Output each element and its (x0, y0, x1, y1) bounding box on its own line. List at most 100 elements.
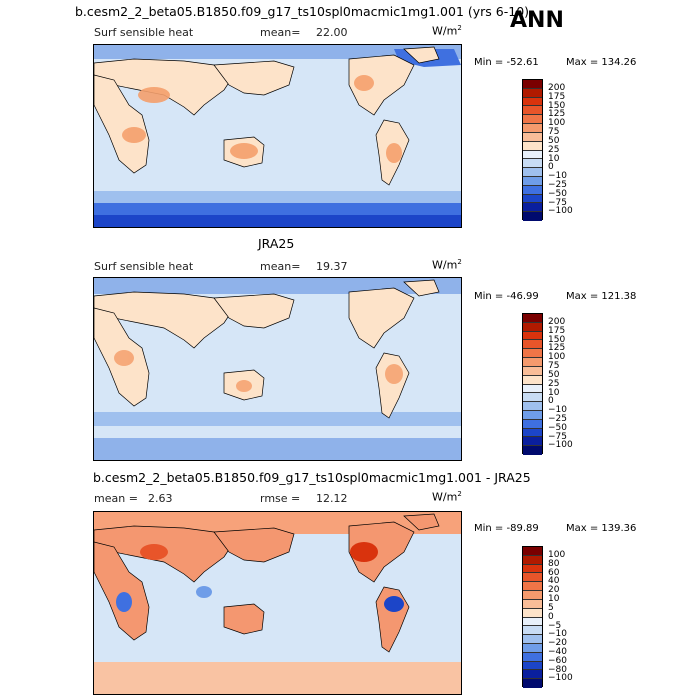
colorbar-swatch (523, 322, 542, 332)
colorbar-swatch (523, 88, 542, 98)
colorbar-label: 75 (548, 361, 560, 372)
colorbar-label: 150 (548, 100, 566, 111)
colorbar-swatch (523, 115, 542, 125)
greenland (403, 513, 440, 531)
colorbar-swatch (523, 402, 542, 411)
panel-3-mean-value: 2.63 (148, 492, 173, 505)
colorbar-swatch (523, 124, 542, 133)
colorbar-label: −100 (548, 440, 573, 451)
greenland (403, 46, 440, 64)
panel-1-colorbar (522, 79, 543, 221)
colorbar-swatch (523, 194, 542, 204)
colorbar-label: 100 (548, 118, 566, 129)
warm-patches (122, 75, 402, 163)
colorbar-swatch (523, 635, 542, 644)
panel-2-map (93, 277, 462, 461)
colorbar-label: 100 (548, 550, 566, 560)
eurasia-west (94, 291, 235, 349)
colorbar-label: 150 (548, 334, 566, 345)
warm-patches (114, 350, 403, 392)
panel-3-rmse-value: 12.12 (316, 492, 348, 505)
panel-3-mean-label: mean = (94, 492, 138, 505)
colorbar-label: −100 (548, 673, 573, 684)
season-label: ANN (510, 8, 564, 33)
colorbar-swatch (523, 366, 542, 376)
panel-2-min: Min = -46.99 (474, 291, 539, 302)
colorbar-label: 100 (548, 352, 566, 363)
panel-3-rmse-label: rmse = (260, 492, 301, 505)
colorbar-swatch (523, 410, 542, 420)
colorbar-label: −10 (548, 405, 567, 416)
north-america (348, 54, 415, 116)
panel-3-min: Min = -89.89 (474, 523, 539, 534)
colorbar-label: 25 (548, 378, 560, 389)
colorbar-swatch (523, 375, 542, 385)
panel-2-units: W/m2 (432, 258, 462, 272)
panel-1-mean-label: mean= (260, 26, 301, 39)
colorbar-swatch (523, 652, 542, 662)
colorbar-swatch (523, 314, 542, 323)
panel-2-colorbar-swatches (522, 313, 543, 455)
panel-2-mean-label: mean= (260, 260, 301, 273)
antarctic-deep (94, 215, 461, 227)
colorbar-swatch (523, 670, 542, 680)
panel-3-title: b.cesm2_2_beta05.B1850.f09_g17_ts10spl0m… (93, 470, 531, 485)
colorbar-swatch (523, 176, 542, 186)
panel-2-variable: Surf sensible heat (94, 260, 194, 273)
colorbar-swatch (523, 428, 542, 438)
colorbar-swatch (523, 679, 542, 688)
colorbar-swatch (523, 555, 542, 565)
colorbar-swatch (523, 573, 542, 583)
colorbar-label: 25 (548, 144, 560, 155)
colorbar-swatch (523, 106, 542, 116)
colorbar-label: −50 (548, 188, 567, 199)
colorbar-swatch (523, 150, 542, 160)
colorbar-swatch (523, 582, 542, 592)
colorbar-label: −75 (548, 431, 567, 442)
colorbar-label: 5 (548, 602, 554, 613)
africa (94, 541, 150, 641)
africa (94, 74, 150, 174)
colorbar-label: −40 (548, 646, 567, 657)
colorbar-label: 10 (548, 387, 560, 398)
antarctic-band (94, 438, 461, 460)
colorbar-swatch (523, 437, 542, 447)
colorbar-swatch (523, 384, 542, 394)
colorbar-label: 10 (548, 594, 560, 605)
colorbar-label: −10 (548, 171, 567, 182)
colorbar-label: 175 (548, 325, 566, 336)
colorbar-swatch (523, 617, 542, 627)
colorbar-swatch (523, 393, 542, 403)
colorbar-swatch (523, 331, 542, 341)
colorbar-swatch (523, 349, 542, 359)
panel-2-max: Max = 121.38 (566, 291, 637, 302)
arctic-band (94, 45, 461, 59)
colorbar-label: −20 (548, 638, 567, 649)
colorbar-label: 50 (548, 135, 560, 146)
colorbar-swatch (523, 80, 542, 89)
colorbar-swatch (523, 185, 542, 195)
greenland (403, 279, 440, 297)
panel-1-max: Max = 134.26 (566, 57, 637, 68)
colorbar-label: −50 (548, 422, 567, 433)
colorbar-swatch (523, 212, 542, 221)
colorbar-swatch (523, 419, 542, 429)
colorbar-swatch (523, 446, 542, 455)
colorbar-label: 20 (548, 585, 560, 596)
colorbar-swatch (523, 97, 542, 107)
panel-1-units: W/m2 (432, 24, 462, 38)
colorbar-swatch (523, 358, 542, 367)
colorbar-swatch (523, 599, 542, 609)
colorbar-swatch (523, 591, 542, 600)
colorbar-swatch (523, 608, 542, 618)
diff-anomalies (116, 542, 404, 612)
arctic-band (94, 278, 461, 294)
panel-2-mean-value: 19.37 (316, 260, 348, 273)
colorbar-label: −25 (548, 179, 567, 190)
colorbar-swatch (523, 132, 542, 142)
colorbar-label: 125 (548, 109, 566, 120)
colorbar-label: 200 (548, 83, 566, 93)
north-america (348, 287, 415, 349)
colorbar-label: 80 (548, 558, 560, 569)
southern-ocean-band (94, 412, 461, 426)
